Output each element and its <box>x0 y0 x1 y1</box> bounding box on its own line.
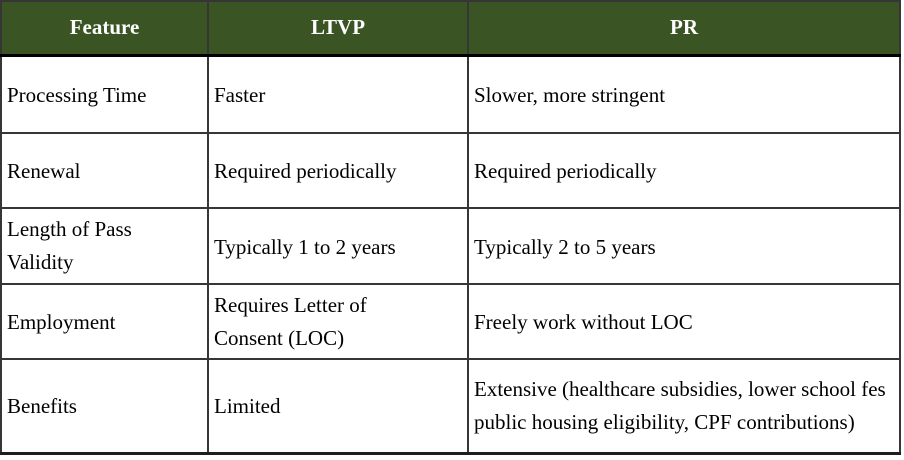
cell-pr: Typically 2 to 5 years <box>467 207 901 285</box>
column-header-ltvp: LTVP <box>207 0 469 57</box>
cell-ltvp: Typically 1 to 2 years <box>207 207 469 285</box>
cell-feature: Benefits <box>0 358 209 454</box>
cell-ltvp: Limited <box>207 358 469 454</box>
cell-feature: Renewal <box>0 132 209 209</box>
cell-text: Length of Pass Validity <box>7 217 132 274</box>
cell-text: Processing Time <box>7 82 147 107</box>
cell-pr: Freely work without LOC <box>467 283 901 360</box>
cell-text: Renewal <box>7 159 81 184</box>
cell-text: Extensive (healthcare subsidies, lower s… <box>474 377 886 434</box>
table-row-length-of-pass-validity: Length of Pass Validity Typically 1 to 2… <box>0 207 901 285</box>
column-header-feature: Feature <box>0 0 209 57</box>
table-row-renewal: Renewal Required periodically Required p… <box>0 132 901 209</box>
table-row-processing-time: Processing Time Faster Slower, more stri… <box>0 54 901 134</box>
cell-text: Required periodically <box>474 159 657 184</box>
column-header-pr: PR <box>467 0 901 57</box>
cell-ltvp: Required periodically <box>207 132 469 209</box>
cell-pr: Required periodically <box>467 132 901 209</box>
cell-text: Requires Letter of Consent (LOC) <box>214 292 367 350</box>
cell-feature: Processing Time <box>0 54 209 134</box>
cell-text: Employment <box>7 310 116 335</box>
cell-text: Typically 2 to 5 years <box>474 234 656 259</box>
cell-feature: Employment <box>0 283 209 360</box>
cell-text: Faster <box>214 82 266 107</box>
cell-feature: Length of Pass Validity <box>0 207 209 285</box>
cell-text: Typically 1 to 2 years <box>214 234 396 259</box>
cell-pr: Slower, more stringent <box>467 54 901 134</box>
cell-text: Slower, more stringent <box>474 82 666 107</box>
table-row-employment: Employment Requires Letter of Consent (L… <box>0 283 901 360</box>
cell-text: Benefits <box>7 394 77 419</box>
table-row-benefits: Benefits Limited Extensive (healthcare s… <box>0 358 901 454</box>
header-row: Feature LTVP PR <box>0 0 901 57</box>
cell-text: Freely work without LOC <box>474 310 693 335</box>
cell-text: Limited <box>214 394 281 419</box>
cell-ltvp: Requires Letter of Consent (LOC) <box>207 283 469 360</box>
cell-text: Required periodically <box>214 159 397 184</box>
cell-pr: Extensive (healthcare subsidies, lower s… <box>467 358 901 454</box>
cell-ltvp: Faster <box>207 54 469 134</box>
